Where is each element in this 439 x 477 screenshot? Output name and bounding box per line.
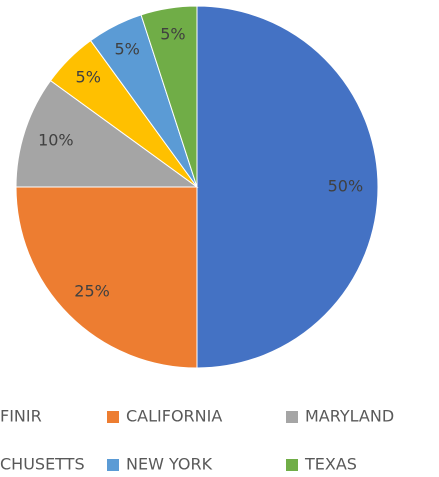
legend-label: CHUSETTS bbox=[0, 455, 85, 474]
slice-label: 5% bbox=[76, 68, 101, 87]
slice-label: 10% bbox=[38, 131, 74, 150]
pie-slice bbox=[15, 79, 199, 188]
legend-swatch bbox=[286, 459, 298, 471]
legend-swatch bbox=[107, 459, 119, 471]
legend-label: NEW YORK bbox=[126, 455, 213, 474]
legend-swatch bbox=[286, 411, 298, 423]
slice-label: 25% bbox=[74, 281, 110, 300]
slice-label: 5% bbox=[114, 39, 139, 58]
legend-label: MARYLAND bbox=[305, 407, 394, 426]
pie-slice bbox=[15, 186, 198, 369]
legend-swatch bbox=[107, 411, 119, 423]
legend-label: CALIFORNIA bbox=[126, 407, 222, 426]
legend-label: FINIR bbox=[0, 407, 42, 426]
slice-label: 5% bbox=[160, 25, 185, 44]
slice-label: 50% bbox=[328, 177, 364, 196]
pie-slice bbox=[140, 5, 198, 188]
legend-label: TEXAS bbox=[304, 455, 357, 474]
pie-slice bbox=[196, 5, 379, 369]
